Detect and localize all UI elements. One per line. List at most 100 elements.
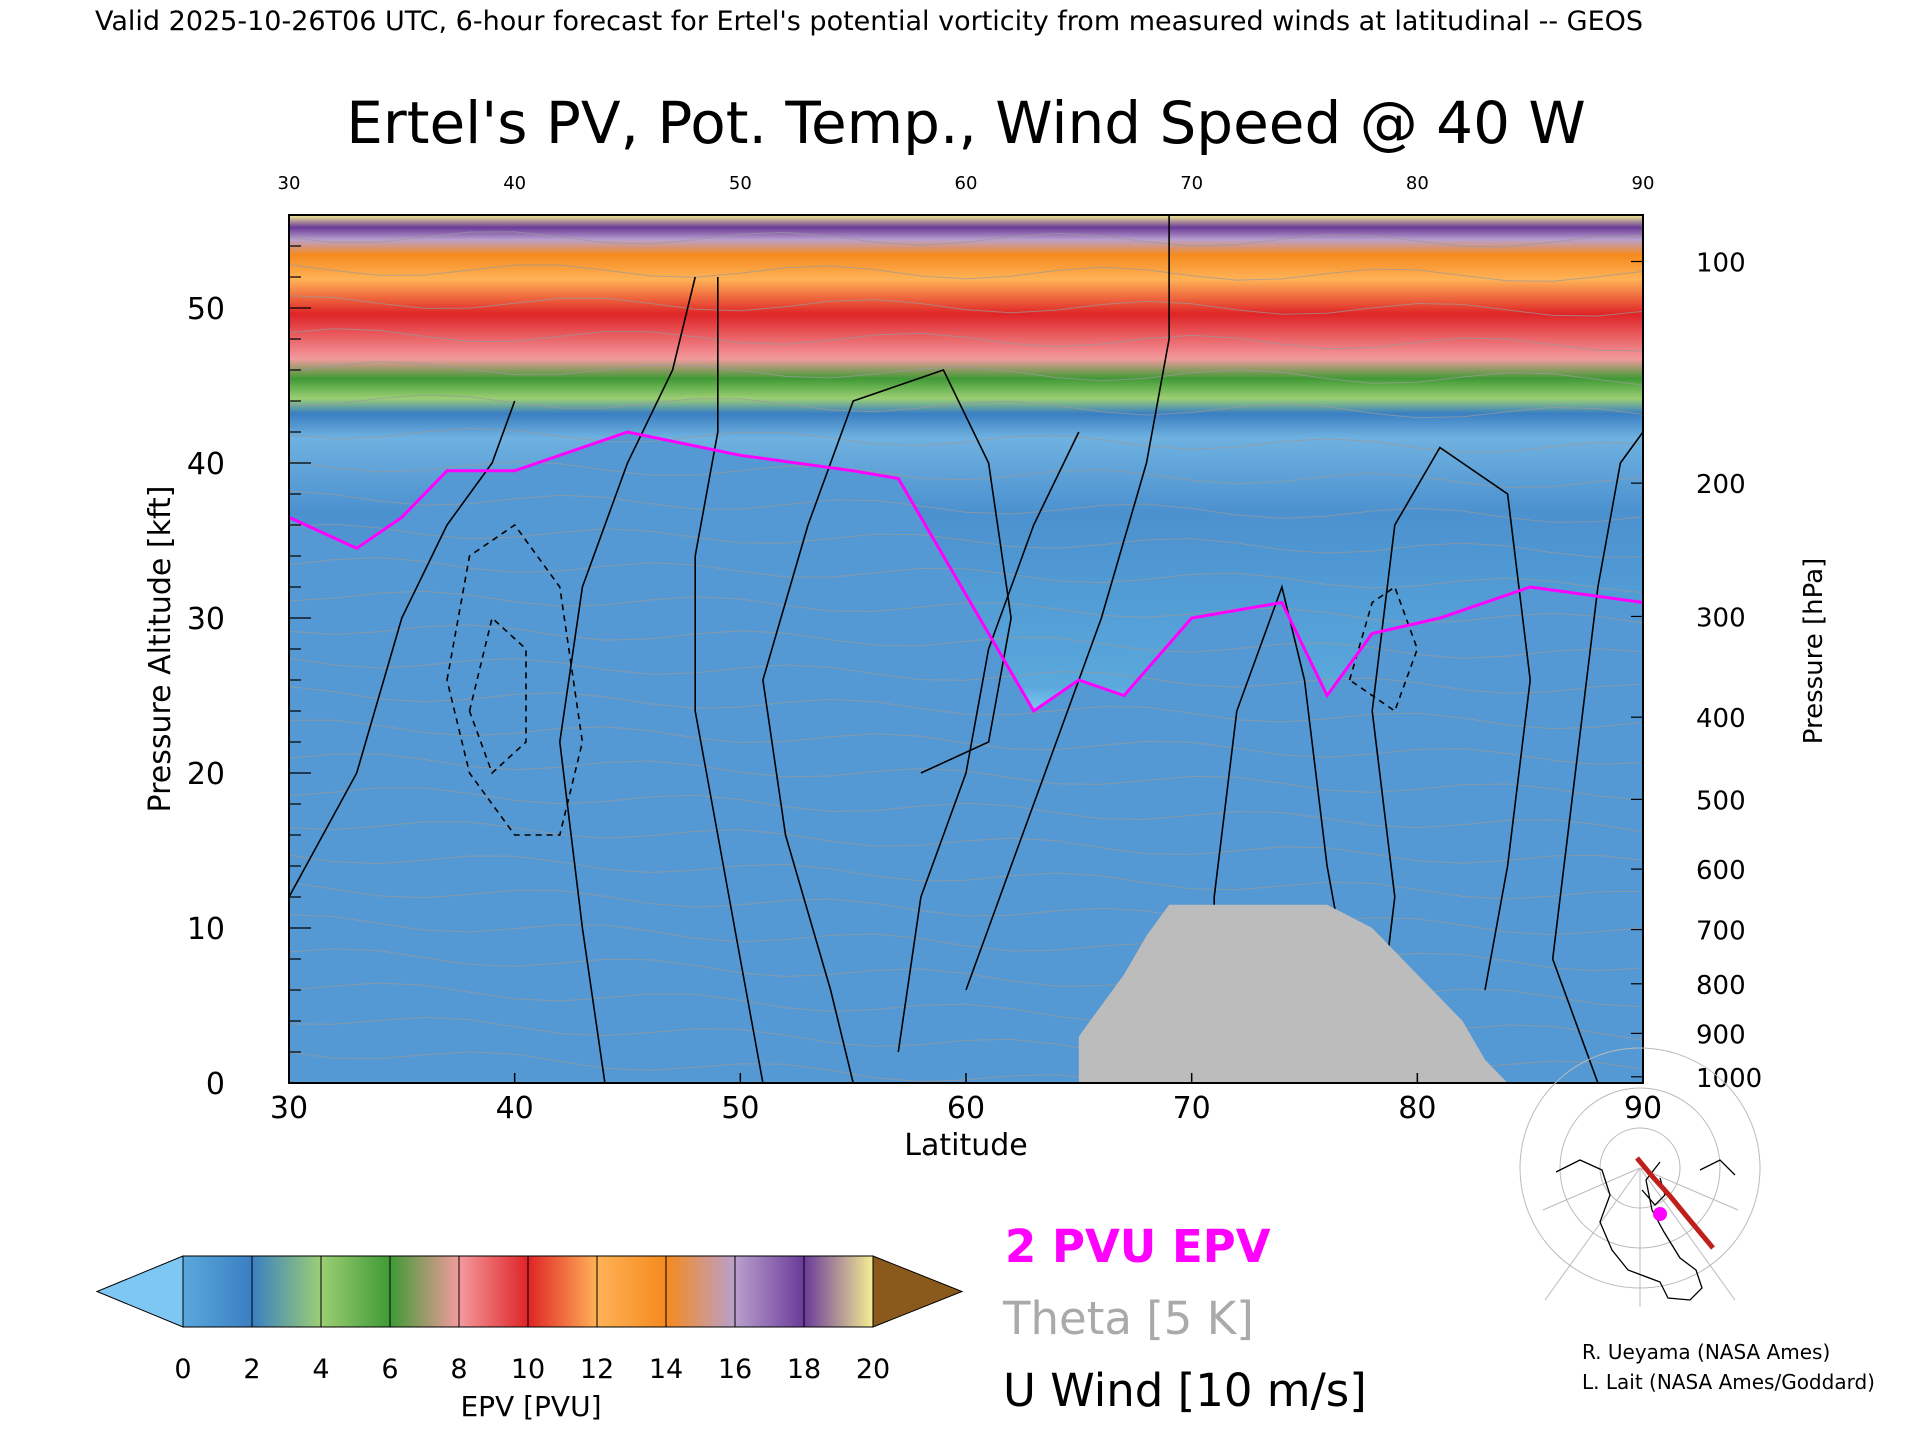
colorbar: 0 2 4 6 8 10 12 14 16 18 20 (95, 1255, 964, 1385)
colorbar-segment (596, 1255, 667, 1328)
theta-contour (289, 557, 1643, 594)
theta-contour (289, 264, 1643, 282)
theta-contour (289, 624, 1643, 659)
theta-contour (289, 231, 1643, 248)
stratospheric-epv-region (289, 215, 1643, 711)
credit-line-1: R. Ueyama (NASA Ames) (1582, 1340, 1830, 1364)
colorbar-segment (251, 1255, 322, 1328)
top-tick-label: 80 (1406, 173, 1429, 194)
colorbar-tick-label: 0 (174, 1354, 191, 1385)
x-tick-label: 80 (1398, 1091, 1436, 1126)
tropopause-2pvu-line (289, 430, 1643, 714)
colorbar-tick-label: 10 (511, 1354, 545, 1385)
x-tick-label: 70 (1173, 1091, 1211, 1126)
y-axis-label-left: Pressure Altitude [kft] (143, 486, 178, 813)
u-wind-contour (1213, 584, 1351, 1083)
pressure-tick-label: 400 (1696, 704, 1746, 734)
u-wind-contour (289, 400, 516, 898)
y-tick-label: 20 (187, 757, 225, 792)
y-tick-label: 30 (187, 602, 225, 637)
theta-contour (289, 854, 1643, 900)
u-wind-contour (694, 277, 764, 1083)
plot-field (289, 215, 1643, 1083)
theta-contour (289, 882, 1643, 936)
colorbar-tick-label: 16 (718, 1354, 752, 1385)
colorbar-under-arrow (95, 1255, 184, 1328)
colorbar-over-arrow (872, 1255, 964, 1328)
x-tick-label: 30 (270, 1091, 308, 1126)
legend-theta: Theta [5 K] (1002, 1292, 1254, 1345)
colorbar-segment (320, 1255, 391, 1328)
colorbar-segment (182, 1255, 253, 1328)
colorbar-tick-label: 8 (450, 1354, 467, 1385)
u-wind-contour (468, 616, 527, 775)
locator-map (1519, 1047, 1761, 1307)
pressure-tick-label: 700 (1696, 917, 1746, 947)
pressure-tick-label: 300 (1696, 603, 1746, 633)
top-tick-label: 60 (955, 173, 978, 194)
terrain-mask (1078, 904, 1508, 1083)
theta-contour (289, 490, 1643, 523)
chart-title: Ertel's PV, Pot. Temp., Wind Speed @ 40 … (346, 89, 1586, 157)
u-wind-contour (1551, 431, 1643, 1083)
y-tick-label: 0 (206, 1067, 225, 1102)
credit-line-2: L. Lait (NASA Ames/Goddard) (1582, 1370, 1875, 1394)
x-tick-label: 50 (721, 1091, 759, 1126)
colorbar-segment (665, 1255, 736, 1328)
colorbar-tick-label: 2 (243, 1354, 260, 1385)
u-wind-contour (446, 523, 584, 836)
colorbar-tick-label: 6 (381, 1354, 398, 1385)
colorbar-segment (389, 1255, 460, 1328)
colorbar-tick-label: 18 (787, 1354, 821, 1385)
theta-contour (289, 821, 1643, 864)
theta-contour (289, 295, 1643, 317)
u-wind-contour (897, 431, 1080, 1053)
x-axis-label: Latitude (904, 1128, 1027, 1163)
pressure-tick-label: 200 (1696, 470, 1746, 500)
u-wind-contour (1371, 446, 1532, 1083)
y-axis-label-right: Pressure [hPa] (1799, 558, 1829, 745)
top-tick-label: 50 (729, 173, 752, 194)
colorbar-tick-label: 4 (312, 1354, 329, 1385)
u-wind-contours (289, 215, 1643, 1083)
top-tick-label: 70 (1180, 173, 1203, 194)
theta-contour (289, 719, 1643, 765)
colorbar-tick-label: 12 (580, 1354, 614, 1385)
colorbar-segment (527, 1255, 598, 1328)
u-wind-contour (1348, 585, 1419, 713)
y-tick-label: 10 (187, 912, 225, 947)
top-tick-label: 90 (1632, 173, 1655, 194)
colorbar-tick-label: 14 (649, 1354, 683, 1385)
theta-contour (289, 328, 1643, 352)
colorbar-label: EPV [PVU] (460, 1390, 601, 1423)
y-tick-label: 40 (187, 447, 225, 482)
top-tick-label: 40 (503, 173, 526, 194)
theta-contour (289, 787, 1643, 833)
x-tick-label: 60 (947, 1091, 985, 1126)
y-tick-label: 50 (187, 292, 225, 327)
pressure-tick-label: 800 (1696, 971, 1746, 1001)
x-tick-label: 90 (1624, 1091, 1662, 1126)
theta-contour (289, 460, 1643, 488)
pressure-tick-label: 900 (1696, 1020, 1746, 1050)
theta-contour (289, 914, 1643, 972)
colorbar-segment (803, 1255, 874, 1328)
theta-contour (289, 427, 1643, 454)
u-wind-contour (965, 215, 1170, 991)
legend-epv: 2 PVU EPV (1005, 1220, 1271, 1273)
valid-time-header: Valid 2025-10-26T06 UTC, 6-hour forecast… (95, 6, 1643, 37)
colorbar-segment (734, 1255, 805, 1328)
colorbar-tick-label: 20 (856, 1354, 890, 1385)
pressure-tick-label: 500 (1696, 786, 1746, 816)
top-tick-label: 30 (278, 173, 301, 194)
theta-contour (289, 686, 1643, 730)
u-wind-contour (558, 276, 696, 1083)
theta-contour (289, 361, 1643, 386)
pressure-tick-label: 100 (1696, 249, 1746, 279)
legend-u-wind: U Wind [10 m/s] (1003, 1364, 1367, 1417)
x-tick-label: 40 (496, 1091, 534, 1126)
theta-contour (289, 657, 1643, 694)
theta-contour (289, 523, 1643, 559)
